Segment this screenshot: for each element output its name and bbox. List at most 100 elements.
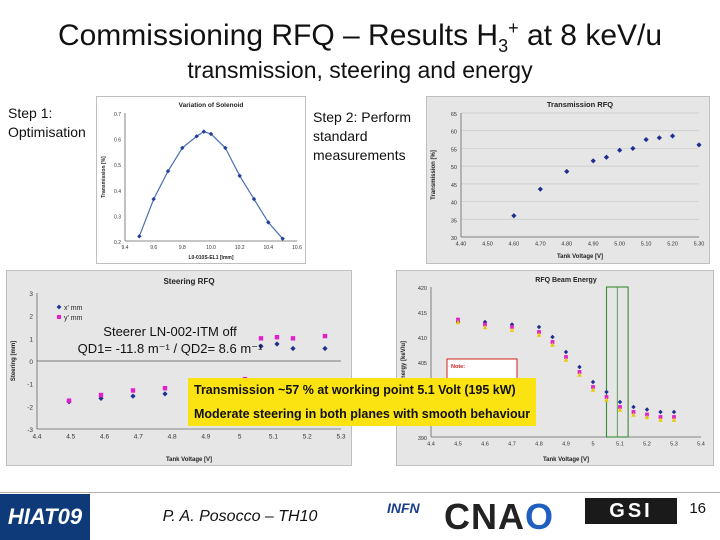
legend-marker-y (56, 314, 62, 320)
transmission-point (590, 158, 596, 164)
x-tick-label: 5.30 (694, 242, 705, 248)
solenoid-point (237, 173, 242, 179)
note-line-2: Moderate steering in both planes with sm… (194, 407, 531, 421)
solenoid-point (180, 145, 185, 151)
x-tick-label: 4.9 (201, 434, 210, 441)
x-axis-label: Tank Voltage [V] (557, 254, 603, 260)
steering-y-point (274, 334, 280, 340)
energy-yellow-point (455, 319, 461, 325)
energy-blue-point (671, 409, 677, 415)
x-axis-label: Tank Voltage [V] (543, 457, 589, 463)
energy-blue-point (644, 407, 650, 412)
solenoid-point (137, 234, 142, 239)
transmission-point (511, 213, 517, 219)
x-tick-label: 10.0 (206, 245, 216, 251)
x-tick-label: 4.50 (482, 242, 493, 248)
step-1-label: Step 1: Optimisation (8, 105, 86, 140)
steering-y-point (130, 388, 136, 393)
x-tick-label: 10.2 (235, 245, 245, 251)
hiat-logo: HIAT09 (0, 494, 90, 540)
steering-chart-panel: Steering RFQ -3 -2 -1 0 1 2 3 4.4 4.5 4.6 4.7 4.8 4.9… (6, 270, 352, 466)
x-tick-label: 5.3 (336, 434, 345, 441)
y-tick-label: -3 (27, 427, 33, 434)
solenoid-point (201, 129, 207, 134)
result-note: Transmission ~57 % at working point 5.1 … (188, 378, 537, 426)
steerer-text-1: Steerer LN-002-ITM off (103, 324, 237, 339)
x-tick-label: 5.4 (697, 442, 705, 448)
x-axis-label: L0-010S-EL1 [Imm] (188, 255, 233, 261)
y-tick-label: 3 (29, 291, 33, 298)
beam-note-label: Note: (451, 364, 465, 370)
cnao-logo: CNAO (444, 496, 555, 537)
x-tick-label: 4.8 (168, 434, 177, 441)
x-tick-label: 10.6 (292, 245, 302, 251)
steerer-annotation: Steerer LN-002-ITM off QD1= -11.8 m⁻¹ / … (40, 323, 300, 357)
x-tick-label: 5 (591, 442, 594, 448)
x-axis-label: Tank Voltage [V] (166, 457, 212, 463)
y-axis-label: Energy [keV/u] (401, 341, 407, 383)
energy-blue-point (536, 324, 542, 330)
x-tick-label: 5.3 (670, 442, 678, 448)
solenoid-point (151, 196, 156, 202)
energy-blue-point (604, 389, 609, 395)
transmission-point (564, 168, 570, 175)
y-tick-label: 0.3 (114, 214, 121, 220)
steering-y-point (322, 333, 328, 339)
legend-label-y: y' mm (64, 315, 83, 322)
x-tick-label: 4.40 (456, 242, 467, 248)
energy-pink-point (537, 330, 541, 334)
slide-title: Commissioning RFQ – Results H3+ at 8 keV… (57, 18, 663, 56)
page-number: 16 (689, 500, 706, 517)
x-tick-label: 5.2 (643, 442, 651, 448)
energy-blue-point (617, 399, 623, 405)
chart-title: Variation of Solenoid (179, 102, 244, 109)
energy-yellow-point (604, 397, 609, 402)
energy-pink-point (550, 340, 555, 344)
energy-yellow-point (631, 412, 636, 417)
steerer-text-2: QD1= -11.8 m⁻¹ / QD2= 8.6 m⁻¹ (77, 341, 263, 356)
energy-blue-point (509, 322, 515, 327)
energy-pink-point (591, 385, 595, 389)
energy-pink-point (618, 405, 622, 409)
gsi-logo: GSI (585, 498, 677, 524)
energy-blue-point (550, 334, 555, 340)
energy-yellow-point (617, 407, 623, 412)
slide-subtitle: transmission, steering and energy (187, 57, 533, 83)
solenoid-point (251, 196, 257, 202)
energy-pink-point (631, 410, 636, 414)
solenoid-point (194, 134, 199, 139)
transmission-chart-panel: Transmission RFQ 30 35 40 45 50 55 60 65 4.40 4.50… (426, 96, 710, 264)
y-tick-label: 415 (418, 311, 427, 317)
steering-y-point (66, 398, 72, 403)
y-tick-label: 0.5 (114, 163, 121, 169)
y-tick-label: 35 (451, 218, 457, 224)
steering-x-point (258, 343, 264, 349)
energy-blue-point (658, 409, 663, 415)
energy-yellow-point (590, 387, 596, 392)
x-tick-label: 4.70 (535, 242, 546, 248)
steering-y-point (98, 392, 104, 398)
energy-blue-point (590, 379, 596, 385)
energy-yellow-point (658, 417, 663, 422)
x-tick-label: 4.60 (509, 242, 520, 248)
y-tick-label: 0.7 (114, 112, 121, 118)
x-tick-label: 4.9 (562, 442, 570, 448)
x-tick-label: 4.7 (508, 442, 516, 448)
energy-blue-point (631, 404, 636, 410)
energy-yellow-point (577, 372, 582, 377)
steering-x-point (322, 345, 328, 352)
plot-area (461, 113, 699, 237)
x-tick-label: 4.6 (481, 442, 489, 448)
x-tick-label: 5.10 (641, 242, 652, 248)
solenoid-point (223, 145, 228, 151)
y-tick-label: 60 (451, 130, 457, 136)
energy-blue-point (482, 319, 488, 325)
y-tick-label: 40 (451, 201, 457, 207)
solenoid-chart-panel: Variation of Solenoid 0.2 0.3 0.4 0.5 0.6 0.7 9… (96, 96, 306, 264)
note-line-1: Transmission ~57 % at working point 5.1 … (194, 383, 516, 397)
y-tick-label: 45 (451, 183, 457, 189)
x-tick-label: 4.80 (561, 242, 572, 248)
y-axis-label: Transmission [%] (431, 150, 437, 200)
energy-pink-point (564, 355, 568, 359)
energy-yellow-point (550, 342, 555, 347)
